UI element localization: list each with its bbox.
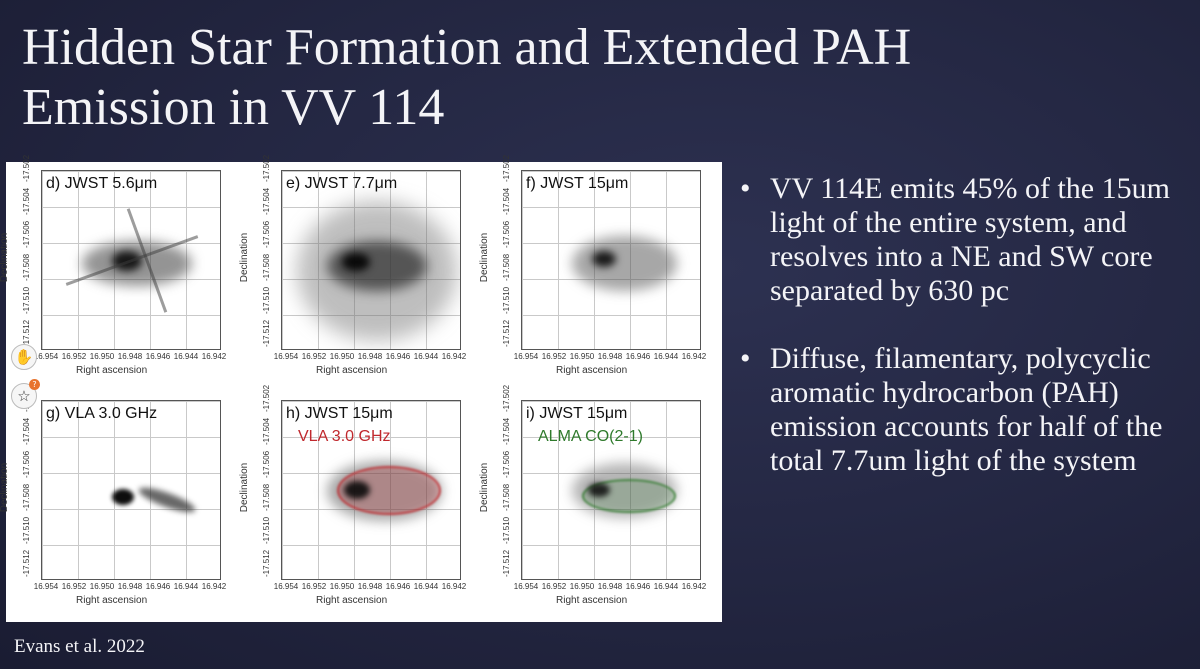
help-badge: ? (29, 379, 40, 390)
y-tick-label: -17.504 (262, 187, 271, 215)
hand-wave-button[interactable]: ✋ (11, 344, 37, 370)
y-axis-label: Declination (239, 462, 251, 513)
x-tick-labels: 16.954 16.952 16.950 16.948 16.946 16.944 16.9… (513, 352, 707, 361)
x-tick-labels: 16.954 16.952 16.950 16.948 16.946 16.944 16.9… (273, 582, 467, 591)
x-axis-label: Right ascension (76, 595, 148, 606)
panel-h-image: h) JWST 15μm VLA 3.0 GHz (281, 400, 461, 580)
y-tick-label: -17.512 (262, 319, 271, 347)
y-tick-label: -17.508 (262, 483, 271, 511)
y-tick-label: -17.506 (502, 450, 511, 478)
bullet-item: Diffuse, filamentary, polycyclic aromati… (740, 342, 1192, 478)
panel-e: e) JWST 7.7μm Declination 16.954 16.952 16… (239, 155, 476, 392)
y-tick-label: -17.512 (22, 549, 31, 577)
y-tick-label: -17.508 (502, 483, 511, 511)
panel-g-image: g) VLA 3.0 GHz (41, 400, 221, 580)
y-tick-label: -17.510 (502, 516, 511, 544)
panel-e-label: e) JWST 7.7μm (286, 175, 398, 192)
y-tick-label: -17.510 (22, 286, 31, 314)
hand-wave-icon: ✋ (14, 348, 34, 366)
y-tick-label: -17.504 (22, 417, 31, 445)
star-icon: ☆ (17, 387, 31, 405)
y-tick-label: -17.510 (262, 516, 271, 544)
panel-i-label: i) JWST 15μm (526, 405, 628, 422)
y-tick-label: -17.504 (502, 187, 511, 215)
panel-h-label: h) JWST 15μm (286, 405, 393, 422)
panel-i-image: i) JWST 15μm ALMA CO(2-1) (521, 400, 701, 580)
y-axis-label: Declination (0, 462, 11, 513)
y-axis-label: Declination (0, 232, 11, 283)
y-tick-label: -17.510 (262, 286, 271, 314)
panel-d-label: d) JWST 5.6μm (46, 175, 158, 192)
y-tick-label: -17.508 (262, 253, 271, 281)
y-tick-label: -17.502 (22, 154, 31, 182)
panel-i: i) JWST 15μm ALMA CO(2-1) Declination 16… (479, 385, 716, 622)
y-tick-label: -17.502 (262, 384, 271, 412)
y-tick-label: -17.512 (22, 319, 31, 347)
y-tick-label: -17.506 (22, 220, 31, 248)
y-tick-label: -17.512 (502, 319, 511, 347)
x-axis-label: Right ascension (316, 365, 388, 376)
y-tick-label: -17.504 (22, 187, 31, 215)
title-line-1: Hidden Star Formation and Extended PAH (22, 19, 912, 76)
y-tick-label: -17.506 (262, 450, 271, 478)
y-tick-label: -17.506 (22, 450, 31, 478)
panel-i-overlay-label: ALMA CO(2-1) (538, 428, 643, 445)
y-tick-label: -17.510 (22, 516, 31, 544)
y-axis-label: Declination (239, 232, 251, 283)
figure-panel-grid: d) JWST 5.6μm Declination 16.954 16.952 16… (0, 155, 722, 622)
x-tick-labels: 16.954 16.952 16.950 16.948 16.946 16.944 16.9… (273, 352, 467, 361)
y-tick-label: -17.512 (262, 549, 271, 577)
y-tick-label: -17.510 (502, 286, 511, 314)
x-axis-label: Right ascension (556, 595, 628, 606)
y-tick-label: -17.502 (502, 384, 511, 412)
panel-g: g) VLA 3.0 GHz Declination 16.954 16.952 1… (0, 385, 236, 622)
panel-g-label: g) VLA 3.0 GHz (46, 405, 158, 422)
panel-h-overlay-label: VLA 3.0 GHz (298, 428, 391, 445)
slide-title: Hidden Star Formation and Extended PAH E… (22, 18, 1022, 138)
y-tick-label: -17.506 (262, 220, 271, 248)
x-axis-label: Right ascension (76, 365, 148, 376)
panel-h: h) JWST 15μm VLA 3.0 GHz Declination 16.… (239, 385, 476, 622)
y-axis-label: Declination (479, 232, 491, 283)
x-axis-label: Right ascension (316, 595, 388, 606)
x-tick-labels: 16.954 16.952 16.950 16.948 16.946 16.944 16.9… (33, 352, 227, 361)
y-axis-label: Declination (479, 462, 491, 513)
title-line-2: Emission in VV 114 (22, 79, 445, 136)
y-tick-label: -17.502 (262, 154, 271, 182)
y-tick-label: -17.504 (262, 417, 271, 445)
x-tick-labels: 16.954 16.952 16.950 16.948 16.946 16.944 16.9… (33, 582, 227, 591)
citation: Evans et al. 2022 (14, 636, 145, 657)
star-button[interactable]: ☆ ? (11, 379, 40, 409)
panel-f: f) JWST 15μm Declination 16.954 16.952 16.… (479, 155, 716, 392)
y-tick-label: -17.508 (502, 253, 511, 281)
panel-f-label: f) JWST 15μm (526, 175, 629, 192)
panel-e-image: e) JWST 7.7μm (281, 170, 461, 350)
x-axis-label: Right ascension (556, 365, 628, 376)
y-tick-label: -17.504 (502, 417, 511, 445)
panel-f-image: f) JWST 15μm (521, 170, 701, 350)
panel-d: d) JWST 5.6μm Declination 16.954 16.952 16… (0, 155, 236, 392)
bullet-list: VV 114E emits 45% of the 15um light of t… (740, 172, 1192, 512)
panel-d-image: d) JWST 5.6μm (41, 170, 221, 350)
y-tick-label: -17.508 (22, 483, 31, 511)
bullet-item: VV 114E emits 45% of the 15um light of t… (740, 172, 1192, 308)
x-tick-labels: 16.954 16.952 16.950 16.948 16.946 16.944 16.9… (513, 582, 707, 591)
y-tick-label: -17.512 (502, 549, 511, 577)
y-tick-label: -17.508 (22, 253, 31, 281)
y-tick-label: -17.502 (502, 154, 511, 182)
y-tick-label: -17.506 (502, 220, 511, 248)
